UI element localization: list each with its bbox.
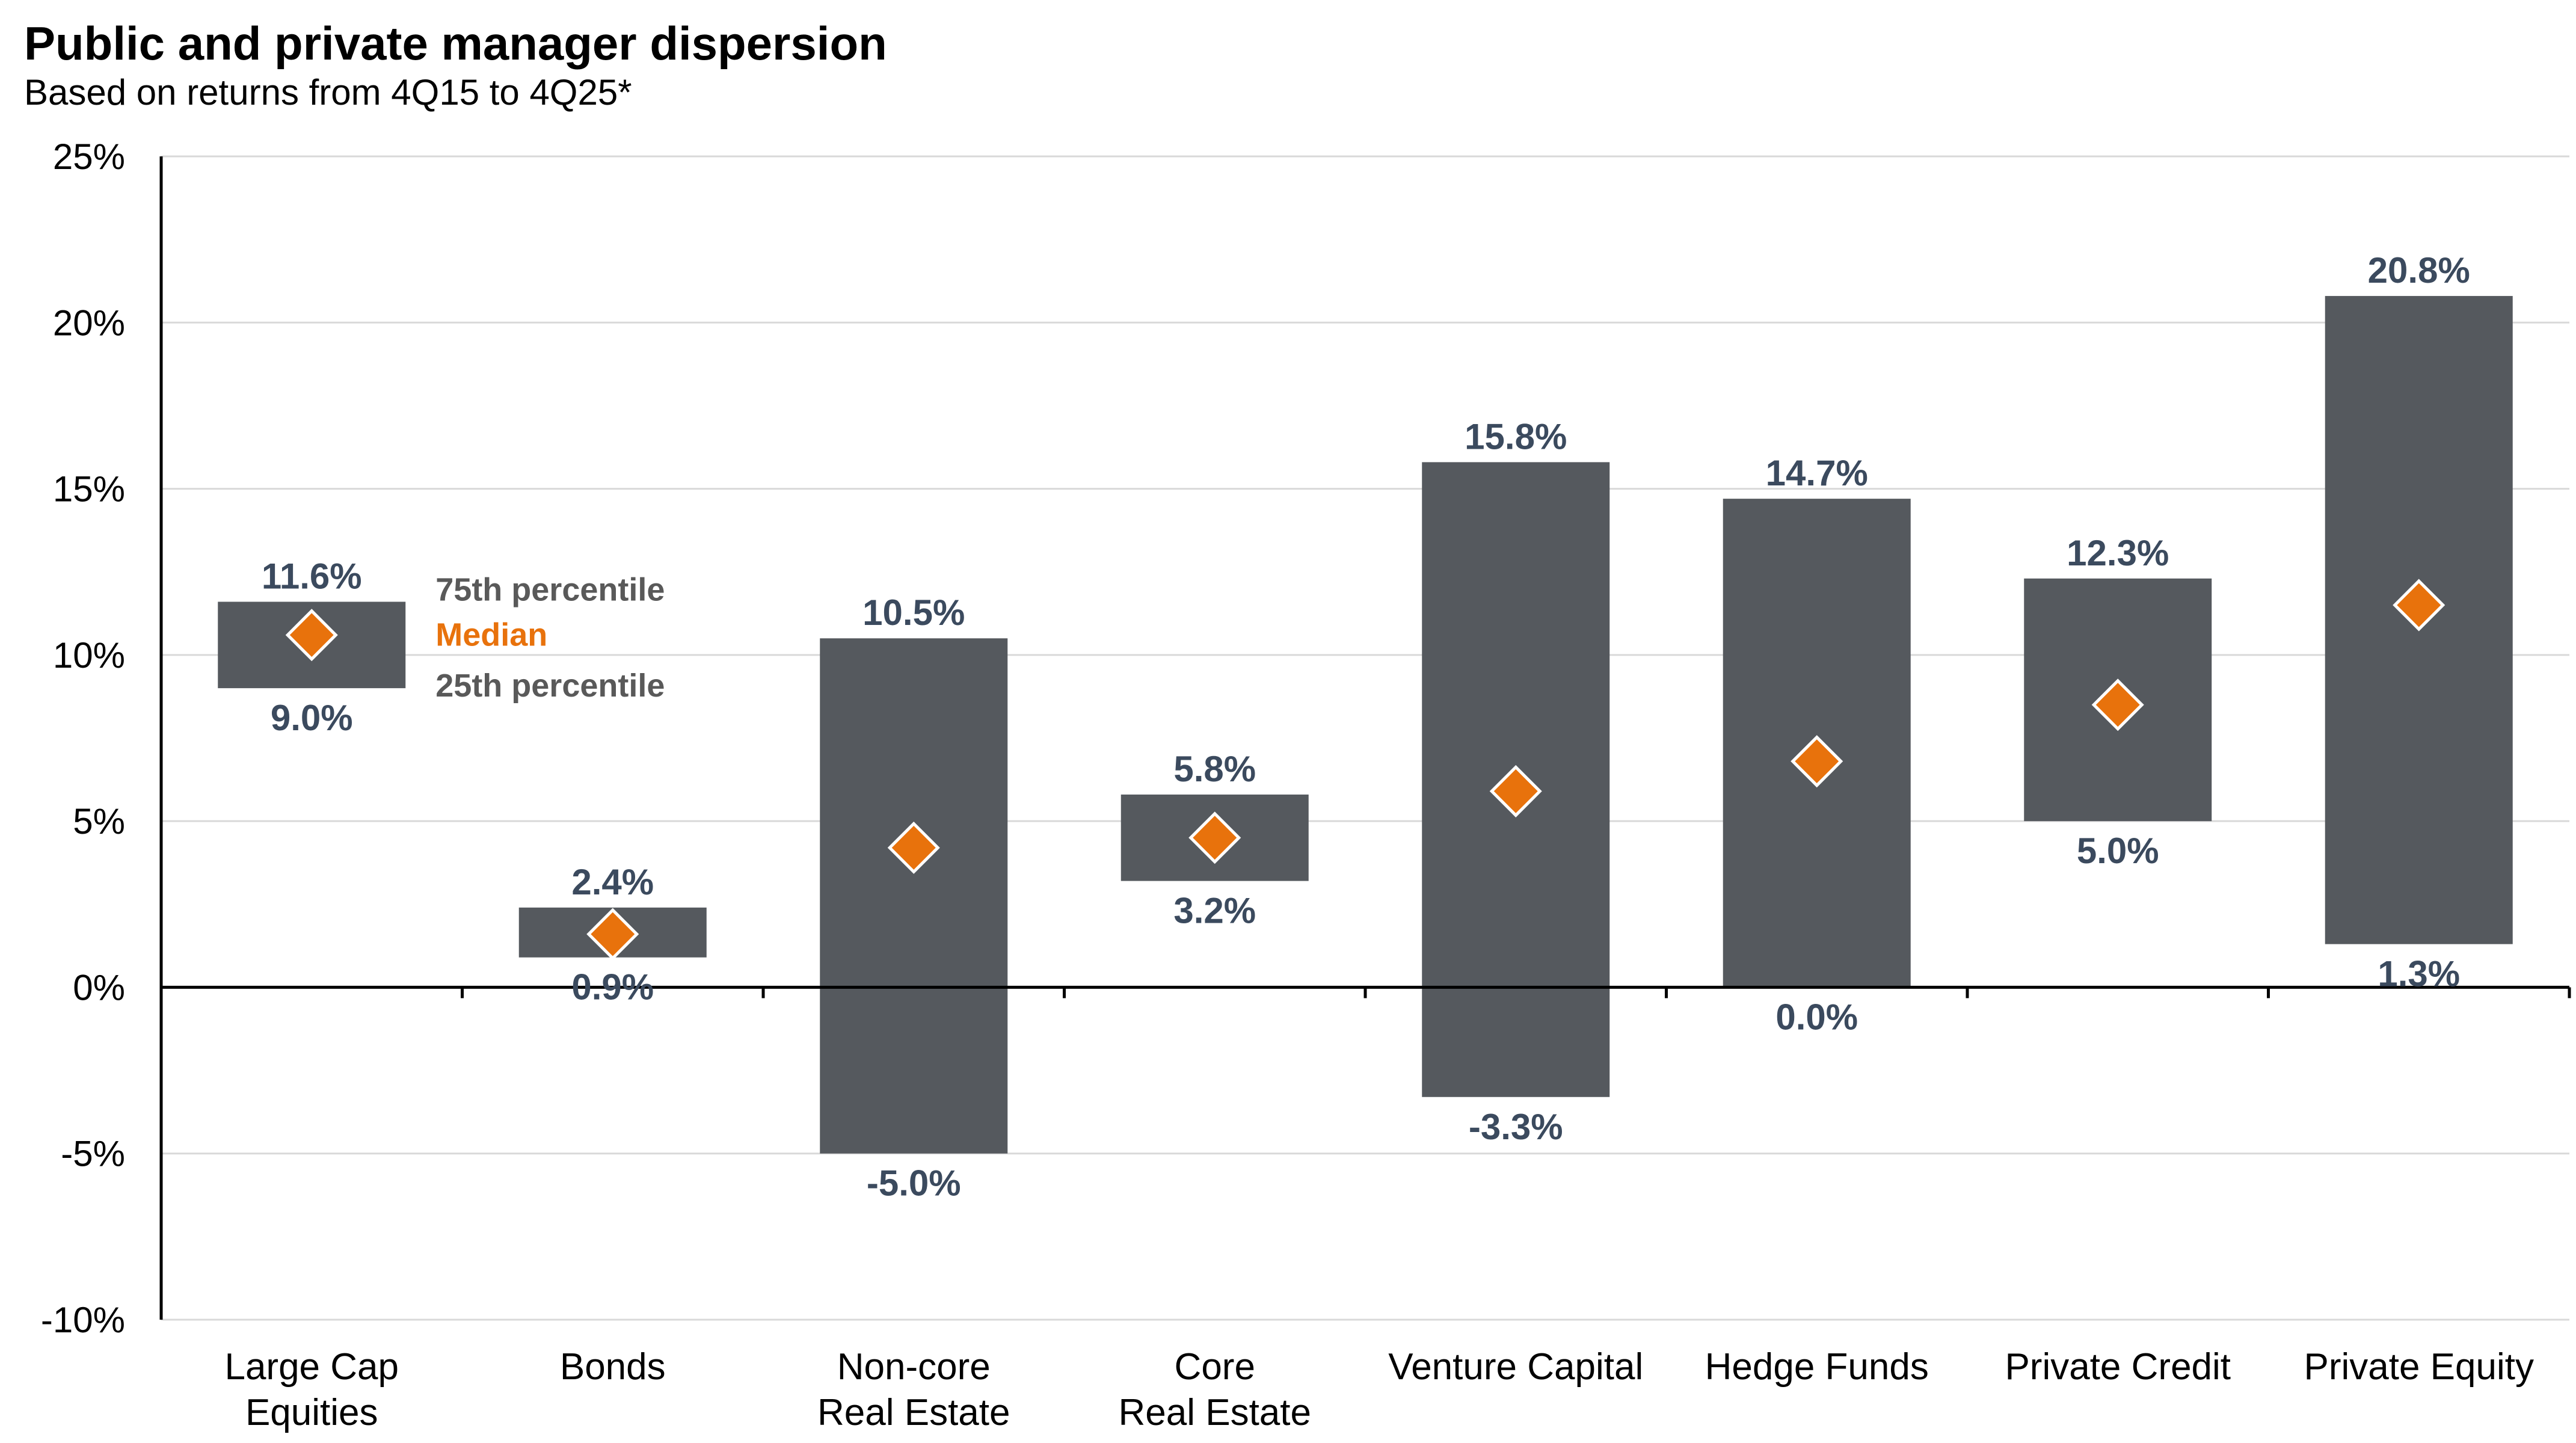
- x-category-label: Equities: [245, 1392, 378, 1433]
- p75-value-label: 12.3%: [2067, 533, 2169, 573]
- x-category-label: Bonds: [560, 1346, 666, 1388]
- median-marker: [2091, 678, 2144, 731]
- x-category-label: Venture Capital: [1388, 1346, 1643, 1388]
- title-block: Public and private manager dispersion Ba…: [24, 17, 887, 114]
- x-category-label: Non-core: [837, 1346, 991, 1388]
- x-category-label: Core: [1175, 1346, 1255, 1388]
- median-marker: [887, 821, 940, 874]
- chart-title: Public and private manager dispersion: [24, 17, 887, 70]
- p75-value-label: 11.6%: [262, 556, 362, 596]
- x-category-label: Private Equity: [2304, 1346, 2534, 1388]
- median-marker: [2393, 579, 2445, 632]
- chart-subtitle: Based on returns from 4Q15 to 4Q25*: [24, 72, 632, 112]
- legend: 75th percentile Median 25th percentile: [435, 571, 665, 704]
- median-marker: [1188, 811, 1241, 864]
- y-tick-label: 10%: [53, 635, 125, 675]
- p75-value-label: 14.7%: [1766, 453, 1868, 493]
- p25-value-label: -5.0%: [867, 1163, 961, 1204]
- p75-value-label: 20.8%: [2368, 250, 2470, 291]
- p75-value-label: 15.8%: [1465, 416, 1567, 457]
- p75-value-label: 10.5%: [862, 592, 965, 633]
- y-tick-label: 15%: [53, 469, 125, 509]
- y-tick-label: -10%: [41, 1300, 125, 1340]
- value-labels: 11.6% 9.0% 2.4% 0.9% 10.5% -5.0% 5.8% 3.2% 15.8%…: [262, 250, 2470, 1204]
- p75-value-label: 2.4%: [571, 862, 654, 902]
- y-tick-label: -5%: [61, 1134, 125, 1174]
- legend-p25: 25th percentile: [435, 668, 665, 704]
- x-category-label: Private Credit: [2005, 1346, 2231, 1388]
- bars: [218, 296, 2513, 1154]
- p25-value-label: -3.3%: [1469, 1107, 1563, 1147]
- p25-value-label: 0.9%: [571, 967, 654, 1008]
- p25-value-label: 5.0%: [2077, 831, 2159, 871]
- median-marker: [285, 609, 338, 662]
- median-marker: [586, 908, 639, 961]
- x-category-label: Real Estate: [1118, 1392, 1311, 1433]
- legend-p75: 75th percentile: [435, 571, 665, 608]
- p25-value-label: 9.0%: [271, 698, 353, 738]
- y-tick-label: 25%: [53, 137, 125, 177]
- x-category-label: Large Cap: [224, 1346, 399, 1388]
- p25-value-label: 0.0%: [1775, 997, 1858, 1037]
- legend-median: Median: [435, 617, 547, 653]
- y-tick-label: 20%: [53, 303, 125, 343]
- y-tick-label: 5%: [73, 801, 125, 841]
- p25-value-label: 3.2%: [1173, 891, 1256, 931]
- median-marker: [1791, 735, 1843, 788]
- range-bar: [820, 638, 1008, 1154]
- x-category-label: Real Estate: [817, 1392, 1010, 1433]
- x-category-label: Hedge Funds: [1705, 1346, 1929, 1388]
- median-markers: [285, 579, 2445, 961]
- p75-value-label: 5.8%: [1173, 749, 1256, 789]
- p25-value-label: 1.3%: [2378, 954, 2460, 994]
- median-marker: [1489, 765, 1542, 817]
- y-tick-label: 0%: [73, 967, 125, 1008]
- axes: -10% -5% 0% 5% 10% 15% 20% 25% Large CapEquities…: [41, 137, 2571, 1433]
